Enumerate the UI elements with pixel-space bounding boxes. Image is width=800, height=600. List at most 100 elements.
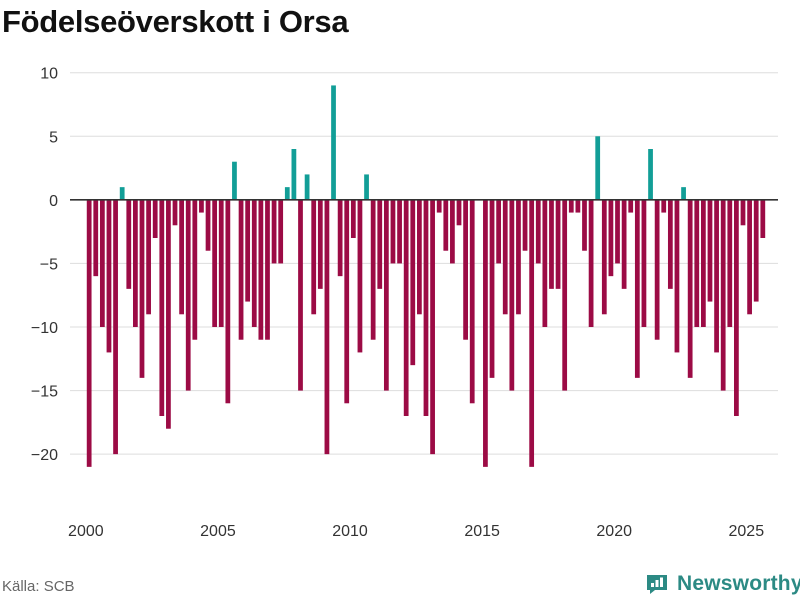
bar — [113, 199, 118, 455]
bar — [628, 199, 634, 213]
bar — [139, 199, 145, 378]
bar — [509, 199, 515, 391]
bar — [304, 174, 310, 200]
bar — [588, 199, 594, 327]
x-axis: 2000 2005 2010 2015 2020 2025 — [68, 523, 764, 540]
bar — [291, 149, 297, 200]
bar — [119, 187, 125, 200]
bar — [337, 199, 343, 277]
bar — [383, 199, 389, 391]
bar — [106, 199, 112, 353]
y-tick-label: −10 — [31, 320, 58, 337]
bar — [562, 199, 568, 391]
bar — [344, 199, 350, 404]
bar — [410, 199, 416, 366]
bar — [126, 199, 132, 289]
bar — [753, 199, 759, 302]
bar — [720, 199, 726, 391]
bar — [93, 199, 99, 277]
bar — [192, 199, 198, 340]
bars — [86, 85, 766, 467]
bar — [212, 199, 218, 327]
bar — [271, 199, 277, 264]
y-tick-label: 10 — [40, 66, 58, 83]
bar — [284, 187, 290, 200]
bar — [364, 174, 369, 200]
bar — [634, 199, 640, 378]
x-tick-label: 2010 — [332, 523, 368, 540]
bar — [86, 199, 92, 467]
bar — [311, 199, 317, 315]
bar — [522, 199, 528, 251]
bar — [450, 199, 455, 264]
x-tick-label: 2000 — [68, 523, 104, 540]
bar — [529, 199, 535, 467]
bar — [502, 199, 508, 315]
bar — [152, 199, 158, 238]
bar — [166, 199, 171, 429]
bar — [423, 199, 429, 416]
bar — [740, 199, 746, 226]
x-tick-label: 2015 — [464, 523, 500, 540]
bar — [582, 199, 587, 251]
bar — [601, 199, 607, 315]
bar — [218, 199, 224, 327]
bar — [265, 199, 270, 340]
bar — [258, 199, 264, 340]
bar — [568, 199, 574, 213]
bar — [483, 199, 488, 467]
bar — [700, 199, 706, 327]
bar — [608, 199, 614, 277]
bar — [403, 199, 409, 416]
bar — [245, 199, 251, 302]
bar — [621, 199, 627, 289]
x-tick-label: 2025 — [729, 523, 765, 540]
bar — [648, 149, 653, 200]
bar — [350, 199, 356, 238]
bar — [199, 199, 204, 213]
bar — [324, 199, 330, 455]
bar — [496, 199, 502, 264]
bar — [654, 199, 660, 340]
brand-name: Newsworthy — [677, 572, 800, 595]
bar — [463, 199, 468, 340]
y-tick-label: −15 — [31, 384, 58, 401]
source-note: Källa: SCB — [2, 578, 75, 595]
bar — [238, 199, 244, 340]
bar — [417, 199, 422, 315]
bar — [232, 161, 237, 200]
bar — [595, 136, 601, 200]
bar — [146, 199, 151, 315]
y-tick-label: 5 — [49, 129, 58, 146]
y-tick-label: −5 — [40, 256, 58, 273]
bar — [575, 199, 581, 213]
bar — [489, 199, 495, 378]
x-tick-label: 2005 — [200, 523, 236, 540]
bar — [357, 199, 363, 353]
bar — [747, 199, 752, 315]
bar — [615, 199, 620, 264]
bar — [760, 199, 766, 238]
x-tick-label: 2020 — [596, 523, 632, 540]
bar — [225, 199, 231, 404]
bar — [436, 199, 442, 213]
bar — [694, 199, 700, 327]
bar — [430, 199, 435, 455]
bar — [185, 199, 191, 391]
bar — [456, 199, 462, 226]
bar — [443, 199, 449, 251]
bar — [469, 199, 475, 404]
bar — [179, 199, 184, 315]
bar — [370, 199, 376, 340]
bar — [542, 199, 548, 327]
bar — [99, 199, 105, 327]
bar — [687, 199, 693, 378]
newsworthy-logo-icon — [647, 575, 667, 594]
bar — [674, 199, 680, 353]
bar — [535, 199, 541, 264]
bar — [278, 199, 284, 264]
bar — [377, 199, 383, 289]
y-axis: 10 5 0 −5 −10 −15 −20 — [31, 66, 58, 464]
bar — [549, 199, 554, 289]
brand: Newsworthy — [645, 570, 800, 598]
